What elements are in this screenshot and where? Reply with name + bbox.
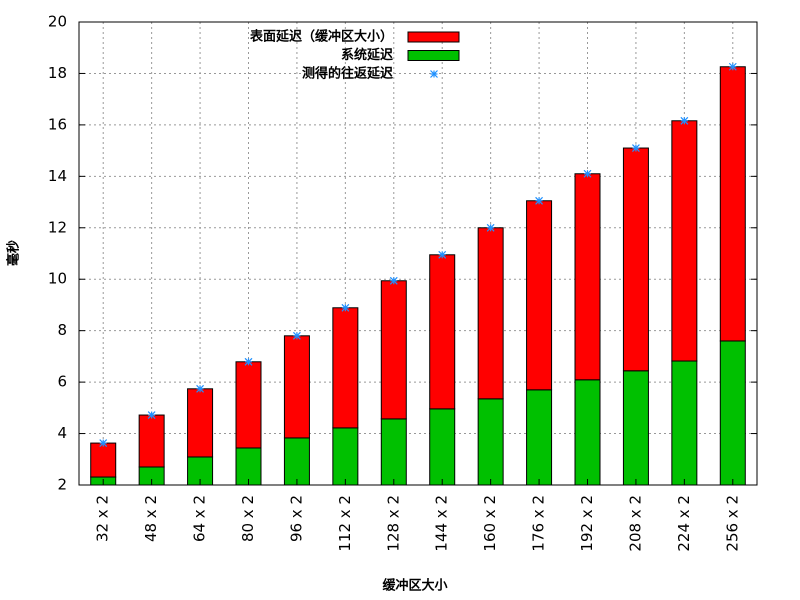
point bbox=[430, 70, 438, 78]
point bbox=[99, 439, 108, 447]
y-axis-title: 毫秒 bbox=[6, 240, 22, 266]
x-tick-label: 160 x 2 bbox=[481, 495, 499, 552]
bar bbox=[380, 280, 407, 420]
point-stroke bbox=[147, 411, 156, 419]
legend-swatch bbox=[407, 31, 460, 43]
point bbox=[632, 144, 640, 152]
legend-swatch bbox=[407, 50, 460, 61]
bar bbox=[574, 173, 601, 381]
point-stroke bbox=[583, 169, 592, 178]
point bbox=[680, 116, 689, 125]
x-tick-label: 112 x 2 bbox=[336, 495, 354, 552]
x-tick-label: 144 x 2 bbox=[433, 495, 451, 552]
bars bbox=[90, 66, 746, 485]
point-stroke bbox=[438, 250, 447, 259]
point-stroke bbox=[430, 70, 438, 78]
y-tick-label: 2 bbox=[57, 476, 67, 494]
point bbox=[341, 303, 350, 312]
legend-label: 测得的往返延迟 bbox=[302, 66, 393, 82]
y-tick-label: 8 bbox=[57, 321, 67, 339]
point bbox=[438, 250, 447, 259]
bar bbox=[719, 66, 746, 342]
bar bbox=[90, 442, 117, 478]
x-tick-label: 224 x 2 bbox=[675, 495, 693, 552]
point bbox=[147, 411, 156, 419]
x-tick-label: 192 x 2 bbox=[578, 495, 596, 552]
bar bbox=[380, 418, 407, 485]
point bbox=[196, 384, 204, 393]
bar bbox=[574, 379, 601, 485]
x-tick-label: 176 x 2 bbox=[530, 495, 548, 552]
bar bbox=[332, 307, 359, 429]
point bbox=[293, 331, 301, 340]
grid bbox=[79, 21, 757, 486]
overlay: 2 4 6 8 10 12 14 16 18 20 32 x 2 48 x 2 64 x 2 80 x 2… bbox=[48, 13, 757, 552]
y-tick-label: 16 bbox=[48, 115, 67, 133]
bar bbox=[235, 361, 262, 449]
bar bbox=[187, 388, 214, 458]
point bbox=[244, 357, 253, 366]
x-tick-label: 64 x 2 bbox=[191, 495, 209, 542]
point-stroke bbox=[389, 276, 398, 285]
legend-label: 表面延迟（缓冲区大小） bbox=[249, 29, 393, 45]
point bbox=[535, 196, 543, 205]
point-stroke bbox=[341, 303, 350, 312]
x-tick-label: 208 x 2 bbox=[626, 495, 644, 552]
x-tick-label: 48 x 2 bbox=[142, 495, 160, 542]
x-tick-label: 32 x 2 bbox=[94, 495, 112, 542]
y-tick-label: 18 bbox=[48, 64, 67, 82]
x-axis-title: 缓冲区大小 bbox=[382, 578, 447, 594]
bar bbox=[138, 414, 165, 468]
bar bbox=[332, 427, 359, 485]
point-stroke bbox=[99, 439, 108, 447]
y-tick-label: 4 bbox=[57, 424, 67, 442]
y-tick-label: 6 bbox=[57, 373, 67, 391]
plot-frame bbox=[78, 21, 758, 486]
point bbox=[728, 62, 737, 71]
point-stroke bbox=[486, 223, 495, 232]
y-tick-label: 10 bbox=[48, 270, 67, 288]
point-stroke bbox=[728, 62, 737, 71]
y-tick-label: 20 bbox=[48, 13, 67, 31]
bar bbox=[671, 360, 698, 485]
point-stroke bbox=[632, 144, 640, 152]
x-tick-label: 256 x 2 bbox=[723, 495, 741, 552]
bar bbox=[477, 227, 504, 400]
bar bbox=[526, 200, 553, 391]
y-tick-label: 14 bbox=[48, 167, 67, 185]
bar bbox=[283, 335, 310, 439]
point bbox=[583, 169, 592, 178]
point-stroke bbox=[196, 384, 204, 393]
legend-label: 系统延迟 bbox=[341, 47, 393, 63]
x-tick-label: 96 x 2 bbox=[287, 495, 305, 542]
point-stroke bbox=[680, 116, 689, 125]
bar bbox=[622, 370, 649, 485]
bar bbox=[671, 120, 698, 362]
x-tick-label: 80 x 2 bbox=[239, 495, 257, 542]
x-tick-label: 128 x 2 bbox=[384, 495, 402, 552]
bar bbox=[622, 147, 649, 372]
point bbox=[389, 276, 398, 285]
y-tick-label: 12 bbox=[48, 218, 67, 236]
bar bbox=[429, 408, 456, 485]
point-stroke bbox=[244, 357, 253, 366]
point-stroke bbox=[293, 331, 301, 340]
bar bbox=[429, 254, 456, 410]
point bbox=[486, 223, 495, 232]
bar bbox=[477, 398, 504, 485]
point-stroke bbox=[535, 196, 543, 205]
